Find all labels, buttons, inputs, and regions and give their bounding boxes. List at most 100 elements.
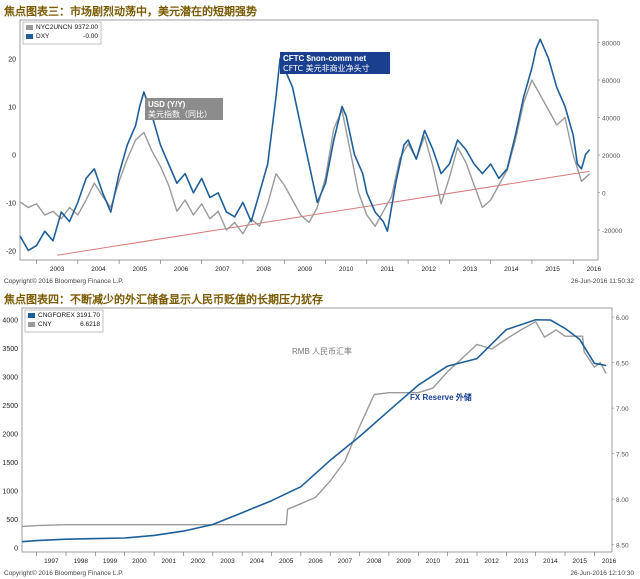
legend-value: 3191.70	[77, 312, 101, 319]
x-tick-label: 1998	[73, 558, 88, 565]
x-tick-label: 2010	[426, 558, 441, 565]
legend-box	[22, 21, 102, 45]
right-tick-label: 7.50	[616, 452, 629, 459]
chart1-legend: NYC2UNCN 9372.00 DXY -0.00	[22, 21, 102, 45]
legend-swatch	[26, 34, 33, 39]
legend-swatch	[28, 322, 35, 327]
x-tick-label: 2003	[220, 558, 235, 565]
x-tick-label: 2005	[279, 558, 294, 565]
left-tick-label: -20	[6, 248, 16, 255]
x-tick-label: 2002	[191, 558, 206, 565]
x-tick-label: 2015	[545, 266, 560, 273]
x-tick-label: 2016	[587, 266, 602, 273]
x-tick-label: 1999	[103, 558, 118, 565]
right-tick-label: 0	[602, 191, 606, 198]
legend-name: DXY	[36, 33, 50, 40]
legend-name: CNY	[38, 321, 52, 328]
left-tick-label: 0	[12, 152, 16, 159]
x-tick-label: 2008	[256, 266, 271, 273]
legend-name: NYC2UNCN	[36, 24, 72, 31]
right-tick-label: 6.00	[616, 315, 629, 322]
left-tick-label: 500	[6, 517, 18, 524]
annotation-line2: CFTC 美元非商业净头寸	[283, 63, 370, 73]
annotation-blue: FX Reserve 外储	[410, 392, 472, 402]
legend-box	[24, 309, 104, 333]
annotation-box-blue	[280, 52, 390, 74]
x-tick-label: 2010	[339, 266, 354, 273]
x-tick-label: 2011	[380, 266, 394, 273]
x-tick-label: 2014	[504, 266, 519, 273]
trendline	[57, 170, 590, 256]
x-tick-label: 2014	[543, 558, 558, 565]
x-tick-label: 2012	[421, 266, 436, 273]
left-tick-label: 3500	[2, 346, 18, 353]
chart2-copyright: Copyright© 2016 Bloomberg Finance L.P.	[4, 570, 124, 577]
right-tick-label: 8.00	[616, 497, 629, 504]
chart2-svg: 0 500 1000 1500 2000 2500 3000 3500 4000 6.00 6.50…	[2, 307, 629, 565]
annotation-line1: CFTC $non-comm net	[283, 54, 366, 63]
annotation-box-gray	[145, 98, 223, 120]
left-tick-label: 1500	[2, 460, 18, 467]
plot-frame	[21, 307, 613, 553]
left-tick-label: 10	[8, 104, 16, 111]
right-tick-label: 80000	[602, 41, 620, 48]
right-tick-label: 40000	[602, 116, 620, 123]
left-tick-label: 3000	[2, 374, 18, 381]
left-tick-label: 2500	[2, 403, 18, 410]
x-tick-label: 2005	[132, 266, 147, 273]
right-tick-label: 7.00	[616, 406, 629, 413]
x-tick-label: 2003	[50, 266, 65, 273]
x-tick-label: 2001	[162, 558, 177, 565]
left-tick-label: 4000	[2, 317, 18, 324]
series-line-dxy	[19, 38, 591, 252]
x-tick-label: 2013	[463, 266, 478, 273]
chart1-plot-area	[19, 38, 591, 256]
x-tick-label: 2006	[308, 558, 323, 565]
x-tick-label: 2012	[484, 558, 499, 565]
chart1-svg: -20 -10 0 10 20 -20000 0 20000 40000 60000 80000 20…	[6, 19, 623, 273]
x-tick-label: 2008	[367, 558, 382, 565]
chart1-annotations: USD (Y/Y)美元指数（同比） CFTC $non-comm netCFTC …	[145, 52, 390, 120]
legend-swatch	[28, 313, 35, 318]
chart2-title: 焦点图表四：不断减少的外汇储备显示人民币贬值的长期压力犹存	[4, 293, 323, 306]
x-tick-label: 2013	[514, 558, 529, 565]
x-tick-label: 2015	[572, 558, 587, 565]
chart2-plot-area	[21, 319, 607, 543]
left-tick-label: 0	[14, 545, 18, 552]
right-tick-label: 60000	[602, 78, 620, 85]
right-tick-label: 8.50	[616, 543, 629, 550]
left-tick-label: 1000	[2, 488, 18, 495]
annotation-line2: 美元指数（同比）	[148, 109, 212, 119]
legend-swatch	[26, 25, 33, 30]
x-tick-label: 2016	[602, 558, 617, 565]
chart2-legend: CNGFOREX 3191.70 CNY 6.6218	[24, 309, 104, 333]
left-tick-label: 2000	[2, 431, 18, 438]
chart2-annotations: RMB 人民币汇率 FX Reserve 外储	[292, 346, 472, 402]
x-tick-label: 2007	[338, 558, 353, 565]
chart2-axes: 0 500 1000 1500 2000 2500 3000 3500 4000 6.00 6.50…	[2, 307, 629, 565]
right-tick-label: 20000	[602, 153, 620, 160]
chart1-title: 焦点图表三：市场剧烈动荡中，美元潜在的短期强势	[4, 5, 257, 18]
legend-value: -0.00	[83, 33, 98, 40]
x-tick-label: 2006	[174, 266, 189, 273]
annotation-gray: RMB 人民币汇率	[292, 346, 352, 356]
legend-value: 6.6218	[80, 321, 100, 328]
x-tick-label: 2000	[132, 558, 147, 565]
annotation-line1: USD (Y/Y)	[148, 100, 186, 109]
right-tick-label: 6.50	[616, 361, 629, 368]
chart1-timestamp: 26-Jun-2016 11:50:32	[570, 278, 634, 285]
left-tick-label: -10	[6, 200, 16, 207]
chart2-timestamp: 26-Jun-2016 12:10:30	[570, 570, 634, 577]
x-tick-label: 2004	[91, 266, 106, 273]
left-tick-label: 20	[8, 56, 16, 63]
series-line-cngforex	[21, 319, 607, 543]
x-tick-label: 2004	[250, 558, 265, 565]
legend-value: 9372.00	[75, 24, 99, 31]
x-tick-label: 2011	[455, 558, 469, 565]
right-tick-label: -20000	[602, 228, 623, 235]
x-tick-label: 2009	[298, 266, 313, 273]
series-line-cny	[21, 321, 607, 528]
x-tick-label: 1997	[44, 558, 59, 565]
legend-name: CNGFOREX	[38, 312, 76, 319]
x-tick-label: 2007	[215, 266, 230, 273]
